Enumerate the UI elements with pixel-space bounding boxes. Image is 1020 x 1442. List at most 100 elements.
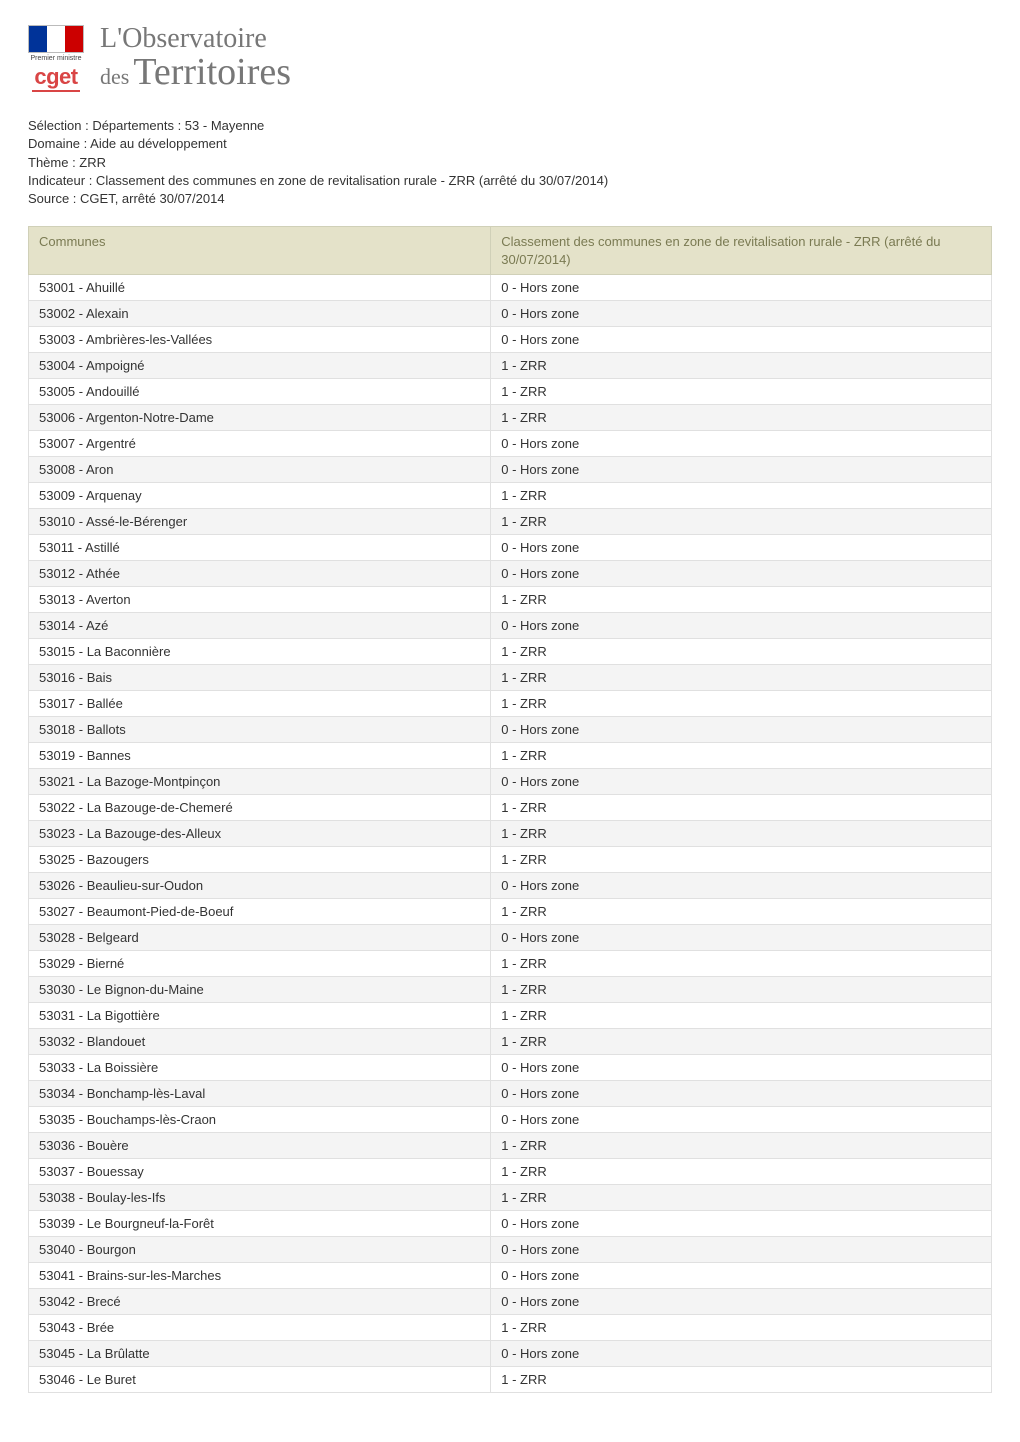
cell-classement: 0 - Hors zone [491,1289,992,1315]
table-row: 53004 - Ampoigné1 - ZRR [29,353,992,379]
table-row: 53033 - La Boissière0 - Hors zone [29,1055,992,1081]
table-row: 53002 - Alexain0 - Hors zone [29,301,992,327]
cell-classement: 0 - Hors zone [491,535,992,561]
table-row: 53046 - Le Buret1 - ZRR [29,1367,992,1393]
cell-commune: 53010 - Assé-le-Bérenger [29,509,491,535]
cell-commune: 53046 - Le Buret [29,1367,491,1393]
cell-classement: 1 - ZRR [491,951,992,977]
cell-commune: 53011 - Astillé [29,535,491,561]
meta-theme: Thème : ZRR [28,154,992,172]
cell-commune: 53032 - Blandouet [29,1029,491,1055]
cell-commune: 53033 - La Boissière [29,1055,491,1081]
cell-classement: 1 - ZRR [491,1159,992,1185]
table-row: 53040 - Bourgon0 - Hors zone [29,1237,992,1263]
table-row: 53034 - Bonchamp-lès-Laval0 - Hors zone [29,1081,992,1107]
communes-table: Communes Classement des communes en zone… [28,226,992,1393]
cell-classement: 0 - Hors zone [491,1211,992,1237]
table-row: 53039 - Le Bourgneuf-la-Forêt0 - Hors zo… [29,1211,992,1237]
cell-commune: 53026 - Beaulieu-sur-Oudon [29,873,491,899]
table-row: 53006 - Argenton-Notre-Dame1 - ZRR [29,405,992,431]
table-row: 53019 - Bannes1 - ZRR [29,743,992,769]
cell-commune: 53004 - Ampoigné [29,353,491,379]
cell-classement: 1 - ZRR [491,1367,992,1393]
title-territoires: Territoires [133,51,291,93]
table-row: 53043 - Brée1 - ZRR [29,1315,992,1341]
cell-commune: 53027 - Beaumont-Pied-de-Boeuf [29,899,491,925]
table-row: 53031 - La Bigottière1 - ZRR [29,1003,992,1029]
table-row: 53042 - Brecé0 - Hors zone [29,1289,992,1315]
cell-commune: 53037 - Bouessay [29,1159,491,1185]
cell-classement: 0 - Hors zone [491,613,992,639]
cell-commune: 53018 - Ballots [29,717,491,743]
cell-commune: 53001 - Ahuillé [29,275,491,301]
cell-classement: 1 - ZRR [491,639,992,665]
cell-commune: 53028 - Belgeard [29,925,491,951]
meta-source: Source : CGET, arrêté 30/07/2014 [28,190,992,208]
table-row: 53045 - La Brûlatte0 - Hors zone [29,1341,992,1367]
title-line1: L'Observatoire [100,24,291,53]
title-des: des [100,64,129,89]
table-row: 53016 - Bais1 - ZRR [29,665,992,691]
table-row: 53015 - La Baconnière1 - ZRR [29,639,992,665]
cell-commune: 53030 - Le Bignon-du-Maine [29,977,491,1003]
table-body: 53001 - Ahuillé 0 - Hors zone 53002 - Alex… [29,275,992,1393]
cell-classement: 1 - ZRR [491,847,992,873]
cell-classement: 0 - Hors zone [491,1055,992,1081]
cell-classement: 1 - ZRR [491,1133,992,1159]
cell-commune: 53022 - La Bazouge-de-Chemeré [29,795,491,821]
cell-classement: 1 - ZRR [491,405,992,431]
table-row: 53025 - Bazougers1 - ZRR [29,847,992,873]
cell-commune: 53039 - Le Bourgneuf-la-Forêt [29,1211,491,1237]
cell-commune: 53025 - Bazougers [29,847,491,873]
cell-commune: 53014 - Azé [29,613,491,639]
cell-commune: 53015 - La Baconnière [29,639,491,665]
table-row: 53007 - Argentré0 - Hors zone [29,431,992,457]
french-flag-icon [28,25,84,53]
cell-commune: 53005 - Andouillé [29,379,491,405]
table-row: 53041 - Brains-sur-les-Marches0 - Hors z… [29,1263,992,1289]
table-row: 53021 - La Bazoge-Montpinçon0 - Hors zon… [29,769,992,795]
cget-label: cget [32,64,79,92]
table-row: 53035 - Bouchamps-lès-Craon0 - Hors zone [29,1107,992,1133]
header: Premier ministre cget L'Observatoire des… [28,24,992,93]
cell-commune: 53040 - Bourgon [29,1237,491,1263]
table-row: 53032 - Blandouet1 - ZRR [29,1029,992,1055]
cell-classement: 0 - Hors zone [491,457,992,483]
cell-classement: 1 - ZRR [491,743,992,769]
table-row: 53028 - Belgeard0 - Hors zone [29,925,992,951]
cell-classement: 1 - ZRR [491,899,992,925]
site-title: L'Observatoire des Territoires [100,24,291,93]
cell-classement: 0 - Hors zone [491,1107,992,1133]
table-header-row: Communes Classement des communes en zone… [29,227,992,275]
cell-commune: 53029 - Bierné [29,951,491,977]
cell-classement: 0 - Hors zone [491,873,992,899]
cell-commune: 53017 - Ballée [29,691,491,717]
cell-classement: 0 - Hors zone [491,1263,992,1289]
cell-classement: 1 - ZRR [491,1315,992,1341]
cell-classement: 0 - Hors zone [491,1081,992,1107]
cell-commune: 53003 - Ambrières-les-Vallées [29,327,491,353]
cell-commune: 53043 - Brée [29,1315,491,1341]
cell-classement: 0 - Hors zone [491,431,992,457]
cell-commune: 53035 - Bouchamps-lès-Craon [29,1107,491,1133]
cell-classement: 1 - ZRR [491,353,992,379]
meta-selection: Sélection : Départements : 53 - Mayenne [28,117,992,135]
table-row: 53038 - Boulay-les-Ifs1 - ZRR [29,1185,992,1211]
cell-classement: 1 - ZRR [491,509,992,535]
cell-commune: 53019 - Bannes [29,743,491,769]
cell-commune: 53045 - La Brûlatte [29,1341,491,1367]
th-classement: Classement des communes en zone de revit… [491,227,992,275]
table-row: 53018 - Ballots0 - Hors zone [29,717,992,743]
cell-classement: 1 - ZRR [491,691,992,717]
meta-indicateur: Indicateur : Classement des communes en … [28,172,992,190]
cell-classement: 0 - Hors zone [491,1341,992,1367]
cell-classement: 0 - Hors zone [491,769,992,795]
th-communes: Communes [29,227,491,275]
cell-commune: 53002 - Alexain [29,301,491,327]
cell-commune: 53008 - Aron [29,457,491,483]
cell-commune: 53012 - Athée [29,561,491,587]
cell-classement: 0 - Hors zone [491,561,992,587]
cell-commune: 53041 - Brains-sur-les-Marches [29,1263,491,1289]
cell-classement: 0 - Hors zone [491,717,992,743]
table-row: 53008 - Aron0 - Hors zone [29,457,992,483]
